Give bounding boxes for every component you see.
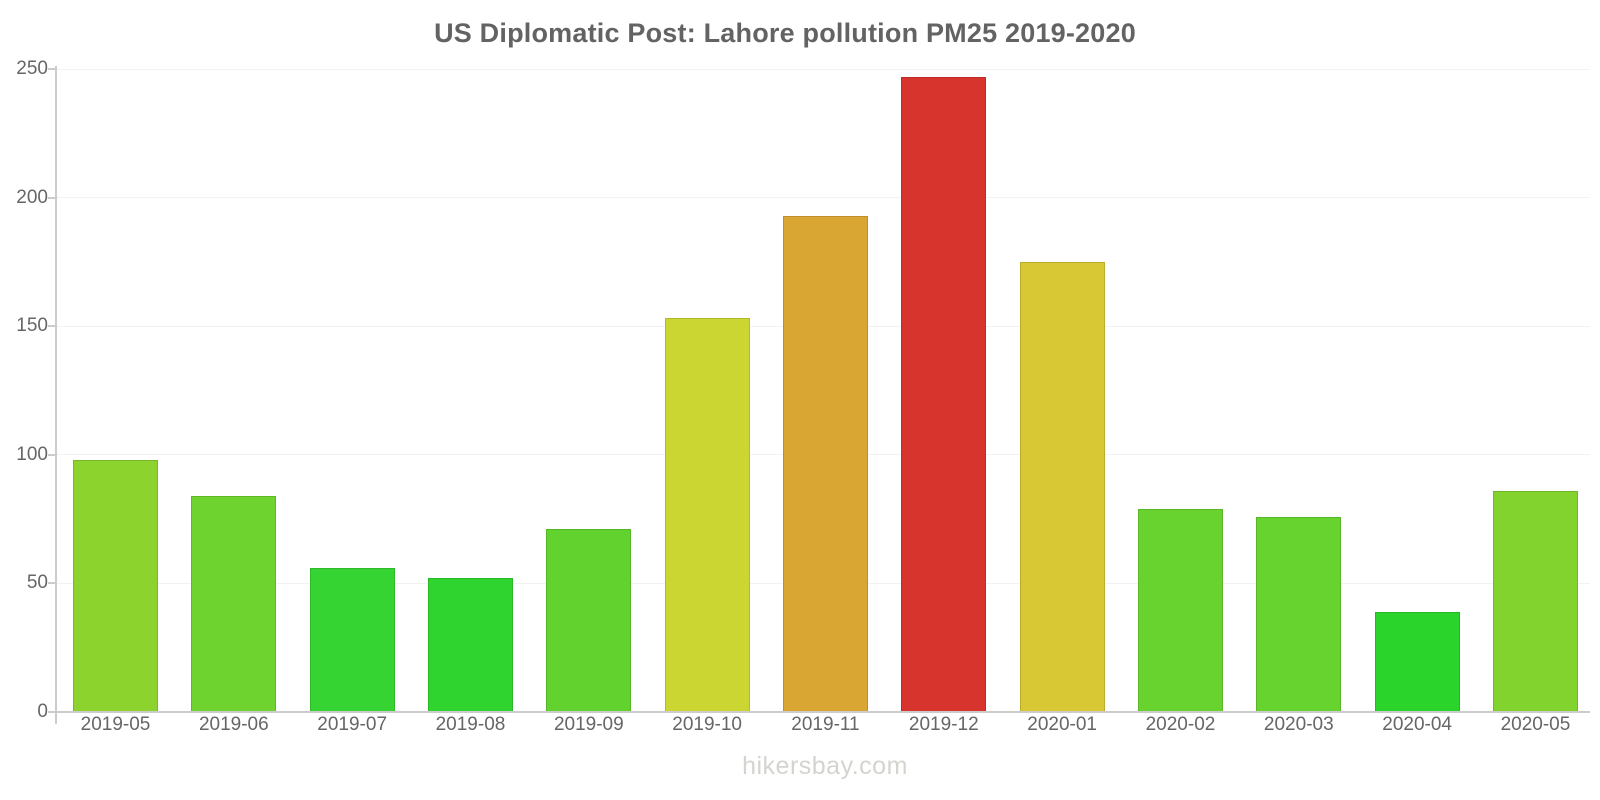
bar-2019-08 (427, 578, 513, 712)
chart-title: US Diplomatic Post: Lahore pollution PM2… (434, 18, 1136, 48)
x-label-2019-06: 2019-06 (198, 714, 269, 735)
y-tick-label-250: 250 (16, 58, 48, 79)
bar-2020-05 (1492, 490, 1578, 712)
y-tick-250 (48, 68, 56, 70)
bar-2019-07 (309, 567, 395, 712)
gridline-200 (56, 197, 1590, 199)
bar-2020-02 (1137, 508, 1223, 712)
gridline-250 (56, 68, 1590, 70)
bar-2020-03 (1256, 516, 1342, 712)
bar-2019-05 (73, 459, 158, 712)
x-label-2020-05: 2020-05 (1500, 714, 1571, 735)
y-tick-0 (48, 711, 56, 713)
x-label-2019-05: 2019-05 (80, 714, 151, 735)
bar-2019-10 (664, 318, 750, 712)
y-tick-label-200: 200 (16, 186, 48, 208)
x-label-2020-03: 2020-03 (1263, 714, 1334, 735)
bar-2019-11 (782, 215, 868, 712)
x-label-2019-12: 2019-12 (908, 714, 979, 735)
x-label-2020-02: 2020-02 (1145, 714, 1216, 735)
y-tick-label-50: 50 (26, 572, 48, 594)
x-label-2019-10: 2019-10 (672, 714, 742, 735)
x-label-2019-09: 2019-09 (553, 714, 624, 735)
bar-2019-06 (191, 495, 277, 712)
y-tick-label-0: 0 (37, 701, 48, 722)
x-label-2020-01: 2020-01 (1027, 714, 1097, 735)
bar-2020-01 (1019, 261, 1105, 712)
y-tick-100 (48, 453, 56, 456)
bar-2020-04 (1374, 611, 1460, 712)
x-label-2019-07: 2019-07 (317, 714, 388, 735)
y-tick-label-100: 100 (16, 443, 48, 465)
y-tick-label-150: 150 (16, 315, 48, 337)
y-axis-line (55, 66, 57, 724)
plot-area (56, 68, 1590, 712)
y-tick-150 (48, 325, 56, 328)
x-axis-line (56, 711, 1590, 713)
bar-2019-09 (546, 529, 632, 712)
y-tick-50 (48, 582, 56, 585)
watermark: hikersbay.com (742, 752, 908, 780)
bar-2019-12 (901, 76, 987, 712)
x-label-2019-08: 2019-08 (435, 714, 506, 735)
x-label-2020-04: 2020-04 (1382, 714, 1452, 735)
y-tick-200 (48, 196, 56, 199)
x-label-2019-11: 2019-11 (791, 714, 860, 735)
